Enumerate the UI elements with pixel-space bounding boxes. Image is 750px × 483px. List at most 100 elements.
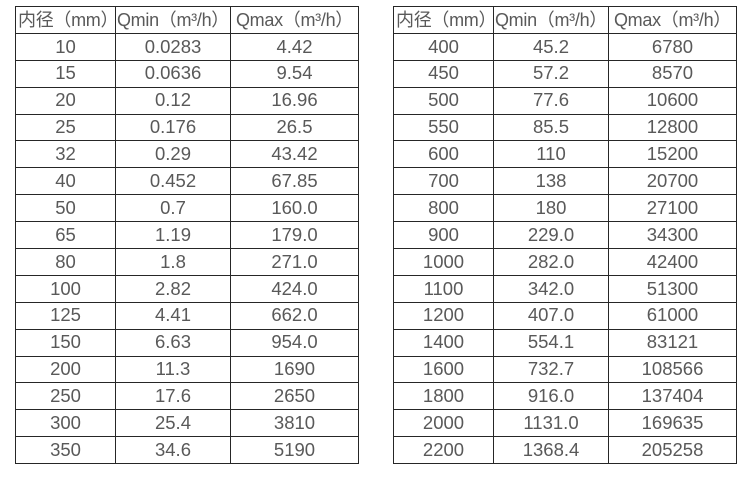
table-row: 125 4.41 662.0 (15, 301, 359, 330)
table-cell: 43.42 (230, 140, 359, 169)
table-cell: 0.12 (115, 86, 231, 115)
table-row: 100 2.82 424.0 (15, 274, 359, 303)
table-cell: 550 (393, 113, 494, 142)
table-cell: 137404 (608, 382, 737, 411)
table-cell: 50 (15, 194, 116, 223)
header-row: 内径（mm） Qmin（m³/h） Qmax（m³/h） (15, 6, 359, 34)
table-cell: 26.5 (230, 113, 359, 142)
table-row: 150 6.63 954.0 (15, 328, 359, 357)
table-cell: 700 (393, 167, 494, 196)
header-row: 内径（mm） Qmin（m³/h） Qmax（m³/h） (393, 6, 737, 34)
table-cell: 15 (15, 59, 116, 88)
table-row: 15 0.0636 9.54 (15, 59, 359, 88)
column-header: Qmin（m³/h） (493, 6, 609, 34)
table-row: 1400 554.1 83121 (393, 328, 737, 357)
table-cell: 6.63 (115, 328, 231, 357)
table-row: 65 1.19 179.0 (15, 221, 359, 250)
table-row: 1600 732.7 108566 (393, 355, 737, 384)
table-cell: 0.29 (115, 140, 231, 169)
table-cell: 108566 (608, 355, 737, 384)
table-cell: 65 (15, 221, 116, 250)
table-row: 2200 1368.4 205258 (393, 436, 737, 465)
table-cell: 600 (393, 140, 494, 169)
table-cell: 85.5 (493, 113, 609, 142)
table-cell: 271.0 (230, 248, 359, 276)
table-cell: 1100 (393, 274, 494, 303)
column-header: 内径（mm） (393, 6, 494, 34)
table-cell: 77.6 (493, 86, 609, 115)
table-row: 1000 282.0 42400 (393, 248, 737, 276)
table-row: 50 0.7 160.0 (15, 194, 359, 223)
table-cell: 200 (15, 355, 116, 384)
table-row: 500 77.6 10600 (393, 86, 737, 115)
table-row: 250 17.6 2650 (15, 382, 359, 411)
table-cell: 0.176 (115, 113, 231, 142)
table-cell: 800 (393, 194, 494, 223)
table-cell: 100 (15, 274, 116, 303)
table-cell: 0.0283 (115, 32, 231, 61)
table-cell: 40 (15, 167, 116, 196)
table-cell: 3810 (230, 409, 359, 438)
table-cell: 0.452 (115, 167, 231, 196)
table-row: 80 1.8 271.0 (15, 248, 359, 276)
table-cell: 424.0 (230, 274, 359, 303)
table-cell: 1000 (393, 248, 494, 276)
table-cell: 1368.4 (493, 436, 609, 465)
table-cell: 407.0 (493, 301, 609, 330)
table-cell: 150 (15, 328, 116, 357)
table-cell: 20700 (608, 167, 737, 196)
table-row: 450 57.2 8570 (393, 59, 737, 88)
table-cell: 180 (493, 194, 609, 223)
table-cell: 160.0 (230, 194, 359, 223)
table-cell: 11.3 (115, 355, 231, 384)
table-cell: 138 (493, 167, 609, 196)
table-cell: 169635 (608, 409, 737, 438)
table-cell: 350 (15, 436, 116, 465)
table-row: 40 0.452 67.85 (15, 167, 359, 196)
table-cell: 42400 (608, 248, 737, 276)
table-cell: 1600 (393, 355, 494, 384)
table-cell: 0.7 (115, 194, 231, 223)
table-cell: 2650 (230, 382, 359, 411)
table-cell: 34.6 (115, 436, 231, 465)
table-cell: 500 (393, 86, 494, 115)
table-cell: 229.0 (493, 221, 609, 250)
column-header: Qmax（m³/h） (608, 6, 737, 34)
table-row: 1200 407.0 61000 (393, 301, 737, 330)
table-cell: 900 (393, 221, 494, 250)
table-cell: 954.0 (230, 328, 359, 357)
table-cell: 83121 (608, 328, 737, 357)
table-cell: 8570 (608, 59, 737, 88)
table-cell: 4.42 (230, 32, 359, 61)
table-cell: 9.54 (230, 59, 359, 88)
table-cell: 662.0 (230, 301, 359, 330)
table-cell: 125 (15, 301, 116, 330)
table-row: 200 11.3 1690 (15, 355, 359, 384)
table-cell: 1131.0 (493, 409, 609, 438)
table-row: 2000 1131.0 169635 (393, 409, 737, 438)
table-cell: 916.0 (493, 382, 609, 411)
table-cell: 32 (15, 140, 116, 169)
table-cell: 17.6 (115, 382, 231, 411)
table-row: 600 110 15200 (393, 140, 737, 169)
table-cell: 179.0 (230, 221, 359, 250)
table-row: 350 34.6 5190 (15, 436, 359, 465)
table-cell: 25.4 (115, 409, 231, 438)
table-cell: 110 (493, 140, 609, 169)
table-cell: 2000 (393, 409, 494, 438)
table-cell: 554.1 (493, 328, 609, 357)
table-cell: 10600 (608, 86, 737, 115)
table-cell: 10 (15, 32, 116, 61)
table-cell: 67.85 (230, 167, 359, 196)
table-cell: 4.41 (115, 301, 231, 330)
table-cell: 732.7 (493, 355, 609, 384)
table-row: 10 0.0283 4.42 (15, 32, 359, 61)
table-cell: 51300 (608, 274, 737, 303)
table-row: 1800 916.0 137404 (393, 382, 737, 411)
table-cell: 6780 (608, 32, 737, 61)
table-row: 1100 342.0 51300 (393, 274, 737, 303)
column-header: Qmax（m³/h） (230, 6, 359, 34)
table-cell: 1.19 (115, 221, 231, 250)
table-cell: 282.0 (493, 248, 609, 276)
table-cell: 15200 (608, 140, 737, 169)
